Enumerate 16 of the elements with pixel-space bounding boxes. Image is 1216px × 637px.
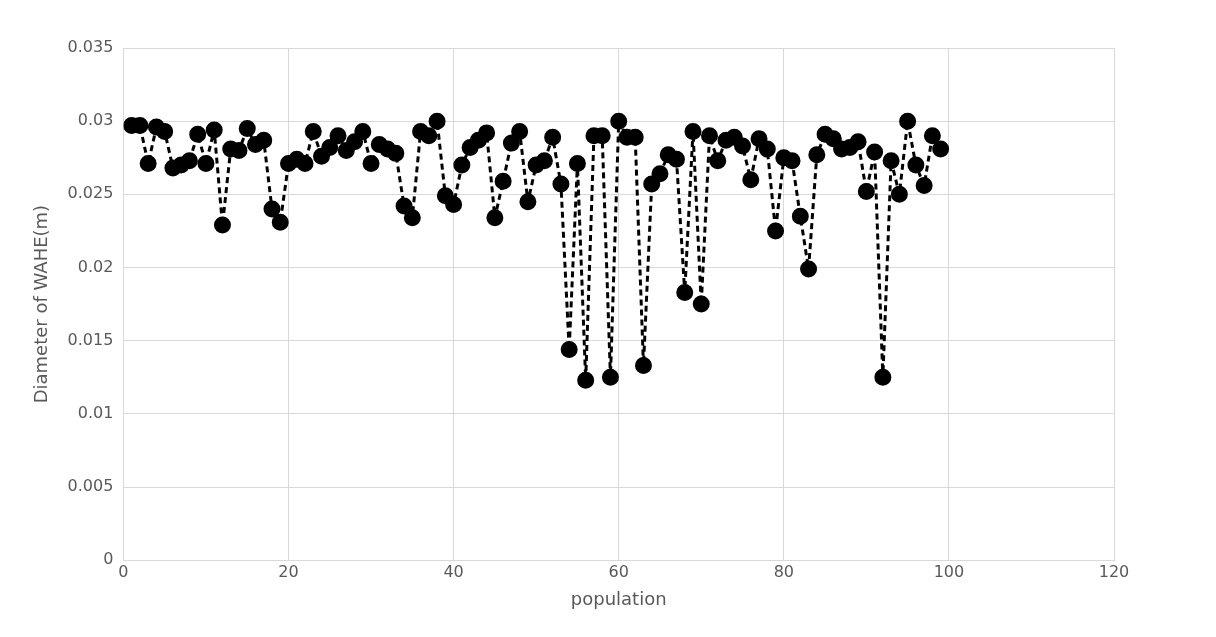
y-tick-label: 0.03: [77, 110, 114, 130]
y-tick-label: 0.005: [67, 476, 114, 496]
x-tick-label: 60: [608, 561, 629, 581]
x-tick-label: 100: [933, 561, 965, 581]
y-axis-title: Diameter of WAHE(m): [30, 204, 52, 404]
y-tick-label: 0.02: [77, 256, 114, 276]
y-tick-label: 0.015: [67, 329, 114, 349]
x-tick-label: 0: [118, 561, 129, 581]
x-tick-label: 40: [443, 561, 464, 581]
x-axis-title: population: [570, 587, 667, 609]
x-tick-label: 20: [278, 561, 299, 581]
x-tick-label: 120: [1098, 561, 1130, 581]
x-tick-label: 80: [773, 561, 794, 581]
y-tick-label: 0.025: [67, 183, 114, 203]
y-tick-label: 0.01: [77, 403, 114, 423]
y-tick-label: 0.035: [67, 37, 114, 57]
